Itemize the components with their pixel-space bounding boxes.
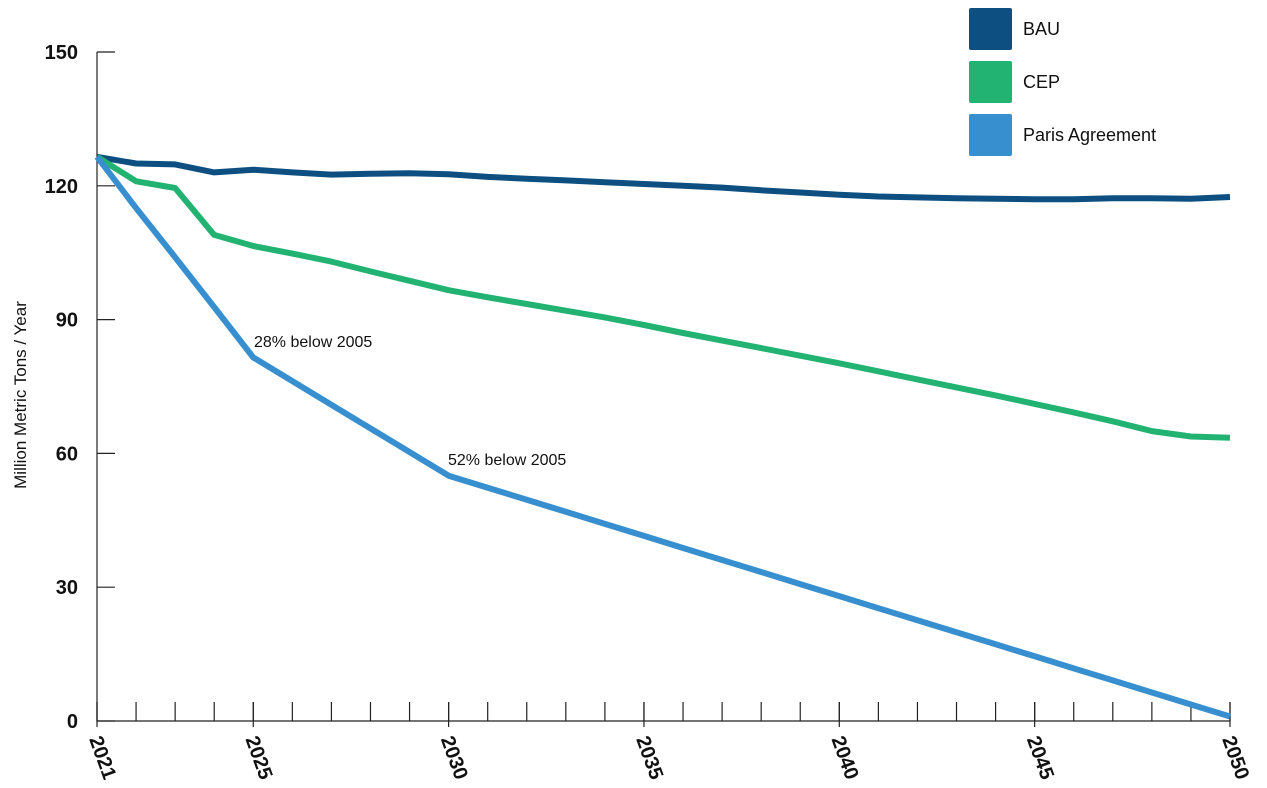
legend-swatch: [969, 8, 1012, 50]
x-tick-label: 2040: [827, 733, 863, 782]
x-tick-label: 2045: [1022, 733, 1058, 782]
x-tick-label: 2025: [241, 733, 277, 782]
line: [96, 153, 1231, 203]
y-axis-label: Million Metric Tons / Year: [11, 301, 30, 489]
x-tick-label: 2050: [1217, 733, 1253, 782]
legend-swatch: [969, 61, 1012, 103]
x-tick-label: 2030: [436, 733, 472, 782]
y-tick-label: 120: [45, 176, 78, 198]
legend-label: BAU: [1023, 19, 1060, 39]
legend-label: CEP: [1023, 72, 1060, 92]
annotation: 52% below 2005: [448, 452, 566, 469]
y-tick-label: 30: [56, 577, 78, 599]
legend-swatch: [969, 114, 1012, 156]
y-tick-label: 60: [56, 443, 78, 465]
line: [94, 154, 1231, 720]
y-tick-label: 90: [56, 310, 78, 332]
legend-label: Paris Agreement: [1023, 125, 1156, 145]
annotation: 28% below 2005: [254, 334, 372, 351]
line: [95, 154, 1231, 441]
x-tick-label: 2035: [631, 733, 667, 782]
x-tick-label: 2021: [84, 733, 120, 782]
y-tick-label: 150: [45, 42, 78, 64]
y-tick-label: 0: [67, 711, 78, 733]
